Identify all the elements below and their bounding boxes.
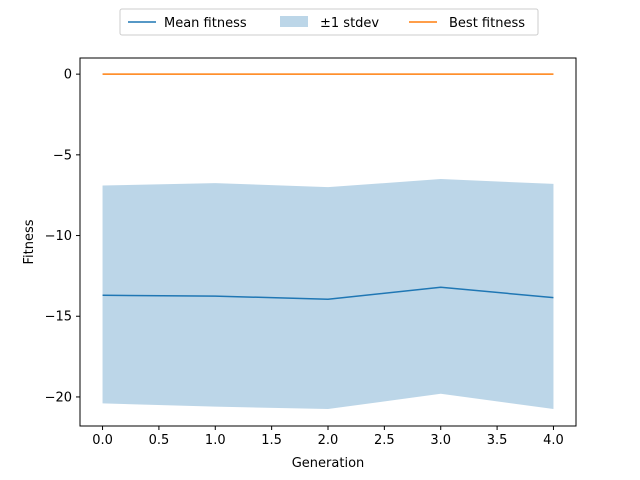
y-tick-label: 0 [64,68,72,83]
x-tick-label: 0.5 [149,433,170,448]
x-tick-label: 1.0 [205,433,226,448]
stdev-band [102,179,554,410]
legend-frame [119,8,539,36]
y-tick-label: −10 [45,229,72,244]
x-tick-label: 2.0 [318,433,339,448]
legend-swatch-stdev [280,16,308,27]
x-tick-label: 3.0 [430,433,451,448]
x-tick-label: 3.5 [487,433,508,448]
series-line-mean-fitness [102,286,554,301]
legend-label-mean-fitness: Mean fitness [164,16,247,31]
x-axis-label: Generation [292,456,365,471]
y-tick-label: −15 [45,310,72,325]
stdev-band-layer [102,179,554,410]
legend-label-best-fitness: Best fitness [449,16,525,31]
x-tick-label: 0.0 [92,433,113,448]
x-tick-label: 1.5 [261,433,282,448]
y-axis-ticks: 0 −5 −10 −15 −20 [45,68,80,405]
x-tick-label: 4.0 [543,433,564,448]
series-lines-layer [102,73,554,301]
y-tick-label: −5 [53,148,72,163]
x-axis-ticks: 0.0 0.5 1.0 1.5 2.0 2.5 3.0 3.5 4.0 [92,426,564,448]
y-tick-label: −20 [45,390,72,405]
y-axis-label: Fitness [22,219,37,264]
legend: Mean fitness ±1 stdev Best fitness [119,8,539,36]
legend-label-stdev: ±1 stdev [320,16,379,31]
x-tick-label: 2.5 [374,433,395,448]
